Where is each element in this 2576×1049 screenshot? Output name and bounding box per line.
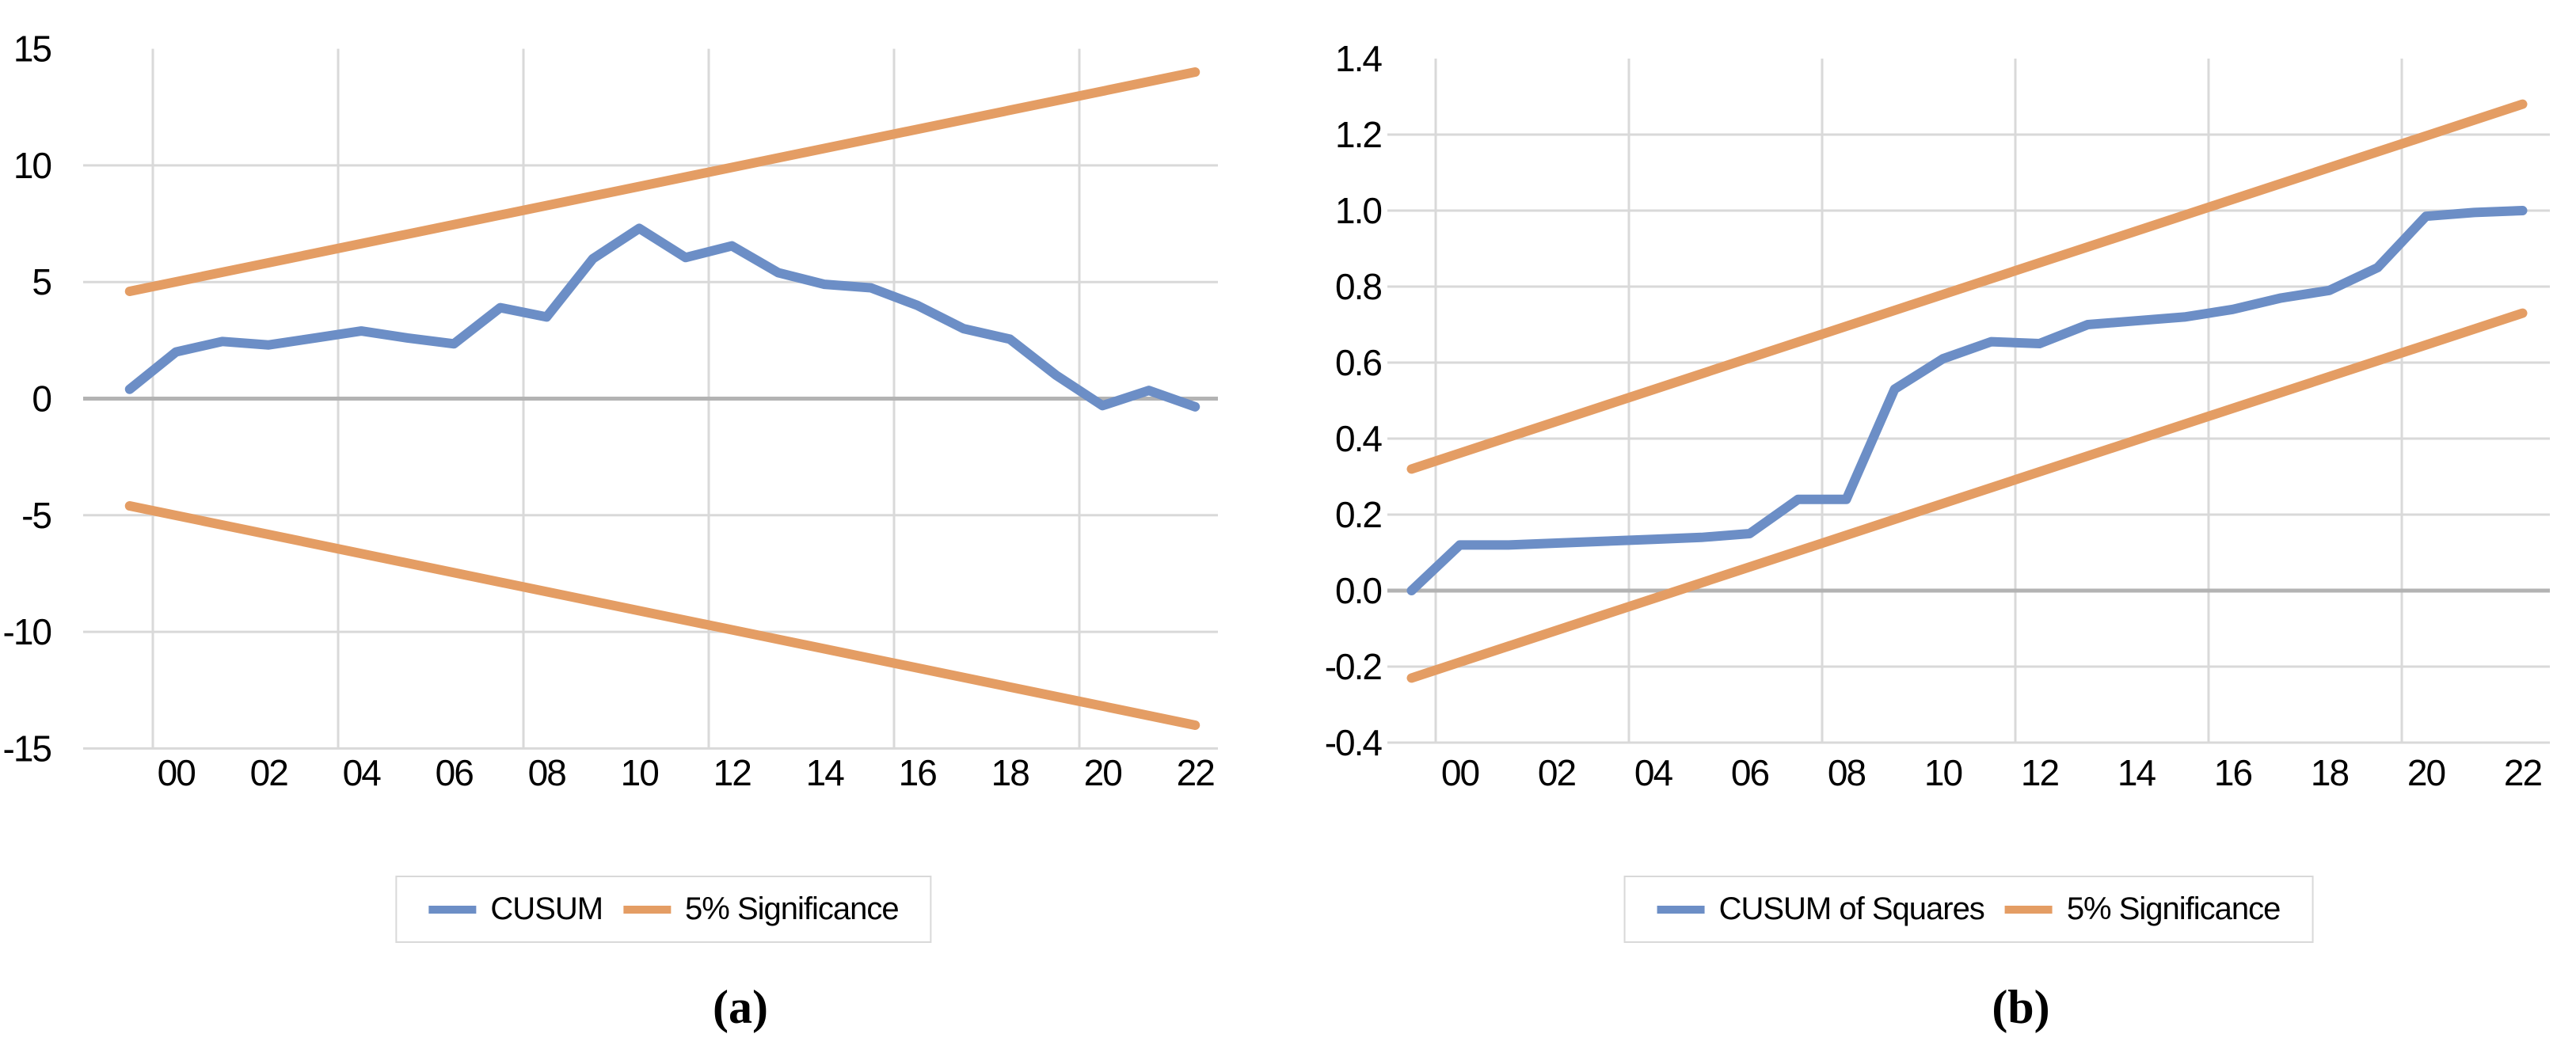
x-tick-label: 12 — [713, 752, 751, 793]
cusum-of-squares-line-swatch — [1657, 905, 1705, 914]
significance-upper-line — [1406, 99, 2528, 474]
y-tick-label: 1.0 — [1335, 190, 1381, 231]
x-tick-label: 16 — [899, 752, 937, 793]
y-tick-label: -10 — [3, 611, 51, 652]
x-tick-label: 14 — [806, 752, 845, 793]
x-tick-label: 20 — [1084, 752, 1122, 793]
x-tick-label: 20 — [2407, 752, 2445, 793]
cusum-legend-label: CUSUM — [490, 891, 603, 926]
legend-b: CUSUM of Squares 5% Significance — [1623, 876, 2314, 943]
x-tick-label: 04 — [1634, 752, 1673, 793]
significance-upper-line — [124, 67, 1200, 296]
x-tick-label: 16 — [2214, 752, 2252, 793]
x-tick-label: 10 — [621, 752, 659, 793]
x-tick-label: 12 — [2021, 752, 2059, 793]
legend-item-cusum: CUSUM — [428, 891, 603, 927]
chart-a: 15 10 5 0 -5 -10 -15 00 02 04 06 08 10 12 14 16 18 20 22 — [3, 29, 1218, 793]
significance-legend-label: 5% Significance — [2066, 891, 2281, 926]
cusum-of-squares-legend-label: CUSUM of Squares — [1718, 891, 1985, 926]
cusum-line — [124, 223, 1200, 412]
cusum-line-swatch — [428, 905, 477, 914]
legend-item-significance-b: 5% Significance — [2004, 891, 2281, 927]
x-tick-label: 00 — [158, 752, 196, 793]
significance-lower-line — [1406, 308, 2528, 683]
legend-item-significance-a: 5% Significance — [623, 891, 900, 927]
x-tick-label: 22 — [2504, 752, 2542, 793]
x-tick-label: 00 — [1441, 752, 1479, 793]
x-tick-label: 22 — [1177, 752, 1215, 793]
legend-item-cusum-of-squares: CUSUM of Squares — [1657, 891, 1985, 927]
legend-a: CUSUM 5% Significance — [395, 876, 932, 943]
y-tick-label: -5 — [21, 495, 51, 536]
x-tick-label: 06 — [436, 752, 474, 793]
x-tick-label: 08 — [1828, 752, 1866, 793]
x-tick-label: 08 — [528, 752, 566, 793]
significance-line-swatch — [2004, 905, 2053, 914]
y-tick-label: -15 — [3, 728, 51, 769]
x-tick-label: 18 — [991, 752, 1029, 793]
caption-a: (a) — [713, 981, 768, 1033]
x-tick-label: 18 — [2311, 752, 2349, 793]
x-tick-label: 14 — [2117, 752, 2156, 793]
y-tick-label: 10 — [13, 145, 51, 186]
y-tick-label: 0.6 — [1335, 342, 1381, 383]
y-tick-label: 0.0 — [1335, 570, 1381, 611]
y-tick-label: 1.2 — [1335, 114, 1381, 155]
x-tick-label: 04 — [343, 752, 382, 793]
chart-b: 1.4 1.2 1.0 0.8 0.6 0.4 0.2 0.0 -0.2 -0.4 00 02 04 06… — [1325, 38, 2550, 793]
y-tick-label: 1.4 — [1335, 38, 1382, 79]
y-tick-label: -0.2 — [1325, 646, 1382, 687]
significance-lower-line — [124, 501, 1200, 730]
cusum-of-squares-line — [1406, 206, 2528, 595]
y-tick-label: 0.4 — [1335, 418, 1382, 459]
significance-legend-label: 5% Significance — [685, 891, 900, 926]
y-tick-label: 0.2 — [1335, 494, 1381, 535]
y-tick-label: 5 — [32, 261, 51, 302]
x-tick-label: 02 — [1538, 752, 1576, 793]
x-tick-label: 06 — [1731, 752, 1769, 793]
y-tick-label: 0 — [32, 378, 51, 420]
caption-b: (b) — [1992, 981, 2050, 1033]
y-tick-label: 15 — [13, 29, 51, 70]
y-tick-label: -0.4 — [1325, 722, 1383, 763]
y-tick-label: 0.8 — [1335, 266, 1381, 307]
x-tick-label: 02 — [250, 752, 288, 793]
x-tick-label: 10 — [1924, 752, 1962, 793]
significance-line-swatch — [623, 905, 672, 914]
